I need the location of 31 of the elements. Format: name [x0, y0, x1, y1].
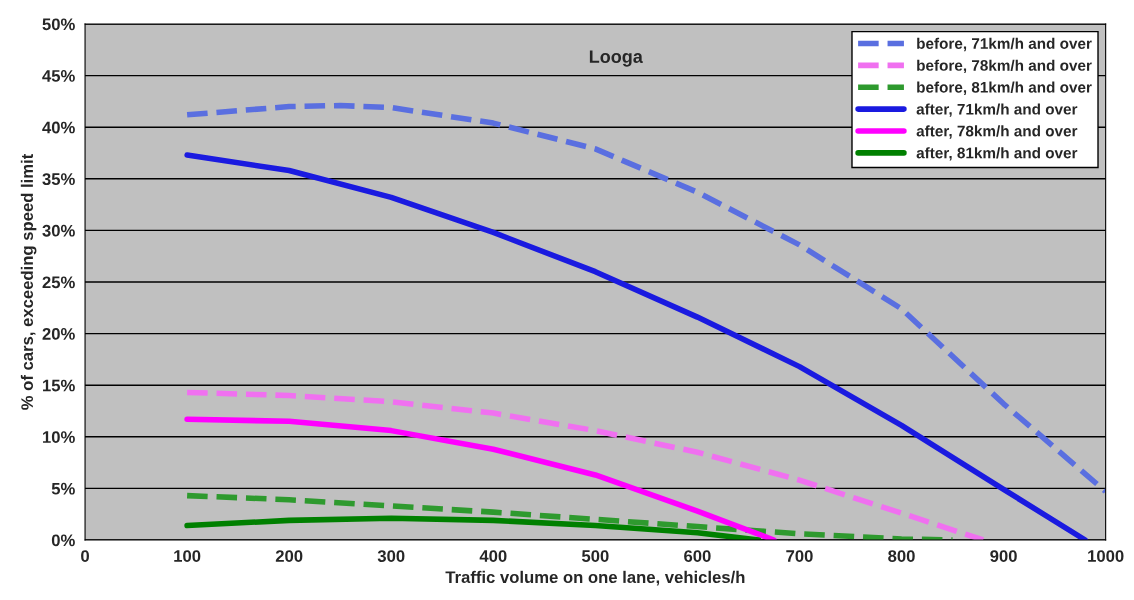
y-tick-label: 10% [43, 431, 75, 443]
y-tick-label: 30% [42, 224, 75, 237]
x-tick-label: 300 [377, 550, 405, 562]
y-tick-label: 20% [42, 328, 75, 340]
x-tick-label: 100 [174, 550, 201, 562]
legend-label: after, 71km/h and over [916, 103, 1078, 117]
legend-label: after, 78km/h and over [916, 125, 1078, 139]
x-tick-label: 1000 [1088, 550, 1124, 562]
y-axis-title: % of cars, exceeding speed limit [20, 153, 37, 410]
legend-label: before, 71km/h and over [917, 37, 1092, 52]
text: Looga [589, 50, 643, 67]
x-tick-label: 0 [81, 550, 89, 562]
x-tick-label: 400 [479, 550, 507, 562]
x-tick-label: 800 [888, 550, 915, 562]
y-tick-label: 45% [42, 70, 75, 82]
legend-label: before, 81km/h and over [917, 81, 1092, 95]
legend-label: before, 78km/h and over [917, 59, 1092, 74]
y-tick-label: 5% [51, 482, 75, 495]
y-tick-label: 50% [42, 18, 75, 31]
x-tick-label: 700 [786, 550, 813, 562]
y-tick-label: 40% [42, 121, 75, 134]
x-tick-label: 600 [684, 550, 711, 562]
x-tick-label: 500 [581, 550, 609, 562]
y-tick-label: 15% [43, 379, 75, 392]
y-tick-label: 0% [51, 534, 75, 547]
x-axis-title: Traffic volume on one lane, vehicles/h [445, 570, 745, 586]
y-tick-label: 35% [42, 173, 75, 186]
x-tick-label: 900 [990, 550, 1017, 562]
legend-label: after, 81km/h and over [916, 147, 1078, 161]
x-tick-label: 200 [275, 550, 303, 562]
y-tick-label: 25% [42, 276, 75, 289]
